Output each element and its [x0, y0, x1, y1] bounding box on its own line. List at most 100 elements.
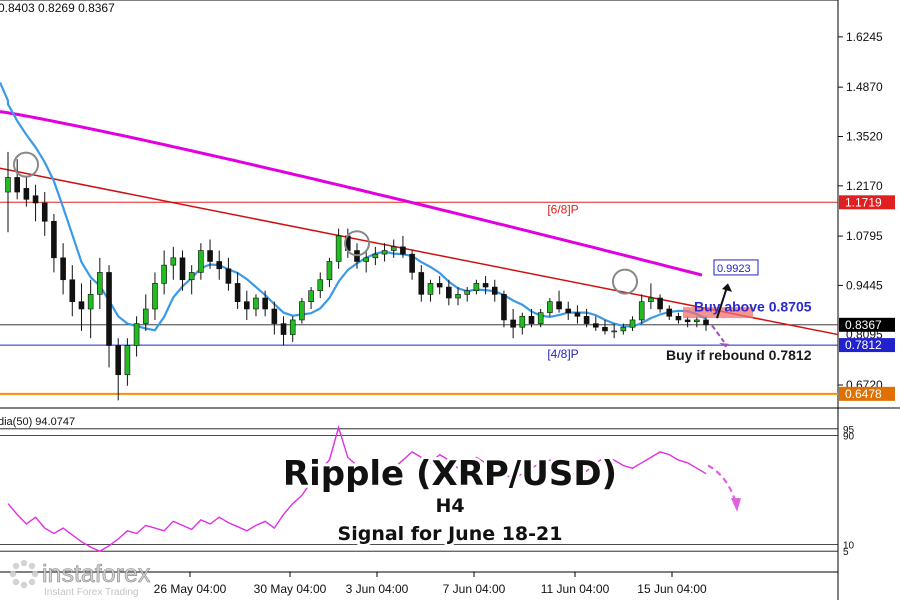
candle-body: [427, 283, 434, 295]
candle: [446, 279, 452, 306]
candle-body: [51, 220, 57, 259]
candle: [482, 276, 489, 295]
candle-body: [115, 345, 122, 376]
y-tick-label: 1.6245: [846, 30, 883, 44]
candle: [317, 272, 324, 299]
instaforex-logo-icon: [9, 559, 39, 589]
candle: [97, 257, 103, 309]
candle-body: [592, 323, 599, 328]
annotation-buy-above: Buy above 0.8705: [694, 299, 812, 315]
trend-line: [0, 167, 839, 336]
candle: [684, 316, 691, 328]
candle: [648, 283, 654, 309]
candle: [565, 301, 572, 320]
candle-body: [308, 290, 314, 302]
candle-body: [161, 264, 167, 284]
x-tick-label: 30 May 04:00: [254, 582, 327, 596]
candle-body: [418, 272, 425, 295]
candle: [133, 316, 140, 357]
candle-body: [565, 308, 572, 313]
candle: [326, 257, 333, 288]
osc-projection-arrow: [707, 464, 738, 504]
down-arrow-head: [719, 342, 729, 348]
x-tick-label: 26 May 04:00: [154, 582, 227, 596]
price-marker-label: 0.7812: [845, 338, 882, 352]
candle: [363, 250, 369, 273]
swing-high-circle: [13, 151, 39, 178]
candle-body: [501, 294, 507, 321]
candle-body: [14, 177, 20, 193]
candles: [5, 151, 709, 401]
candle-body: [280, 323, 287, 335]
candle: [381, 243, 388, 262]
candle: [335, 228, 342, 269]
candle: [152, 272, 158, 320]
y-tick-label: 0.9445: [846, 278, 883, 292]
price-marker-bg: [839, 317, 895, 332]
candle-body: [335, 235, 342, 262]
candle: [464, 287, 471, 302]
candle: [436, 276, 443, 295]
osc-projection-head: [731, 498, 741, 512]
candle: [87, 279, 94, 339]
candle-body: [207, 250, 213, 262]
candle: [675, 312, 682, 324]
candle: [60, 243, 66, 295]
candle-body: [23, 188, 30, 200]
price-marker: 0.8367: [839, 317, 895, 332]
candle-body: [142, 308, 149, 324]
candle: [372, 246, 379, 266]
level-label-6-8: [6/8]P: [547, 202, 578, 216]
candle: [409, 250, 415, 280]
candle: [537, 308, 544, 328]
candle-body: [32, 195, 39, 204]
candle: [207, 239, 213, 269]
candle: [115, 338, 122, 401]
candle: [473, 279, 480, 295]
candle: [510, 308, 516, 339]
candle-body: [179, 257, 186, 281]
candle-body: [694, 319, 700, 323]
candle-body: [317, 279, 324, 292]
candle-body: [60, 257, 66, 281]
candle-body: [473, 283, 480, 292]
candle-body: [363, 257, 369, 262]
candle-body: [648, 297, 654, 302]
price-marker: 0.6478: [839, 386, 895, 401]
candle-body: [41, 202, 48, 222]
candle-body: [666, 308, 673, 317]
candle-body: [198, 250, 204, 273]
candle-body: [326, 261, 333, 281]
candle-body: [97, 272, 103, 295]
chart-subtitle: Signal for June 18-21: [338, 523, 563, 545]
candle: [620, 323, 627, 335]
swing-high-circle: [344, 230, 370, 257]
level-label-4-8: [4/8]P: [547, 347, 578, 361]
candle: [602, 319, 608, 335]
candle: [225, 257, 232, 291]
candle-body: [528, 315, 535, 324]
candle-body: [225, 268, 232, 284]
candle: [216, 250, 223, 280]
candle: [592, 316, 599, 331]
candle: [657, 294, 663, 313]
oscillator-line: [7, 424, 707, 552]
osc-axis-label: 95: [843, 425, 855, 436]
candle-body: [234, 283, 241, 302]
candle-body: [372, 253, 379, 259]
price-marker-bg: [839, 338, 895, 353]
candle-body: [381, 250, 388, 255]
candle: [574, 305, 581, 324]
candle-body: [684, 319, 691, 323]
y-tick-label: 1.4870: [846, 80, 883, 94]
candle: [629, 316, 636, 331]
candle: [289, 316, 296, 342]
candle: [583, 308, 590, 328]
candle: [400, 235, 406, 258]
candle-body: [464, 290, 471, 295]
ma-value-box: [713, 259, 759, 276]
candle-body: [400, 246, 406, 255]
candle-body: [262, 297, 268, 310]
